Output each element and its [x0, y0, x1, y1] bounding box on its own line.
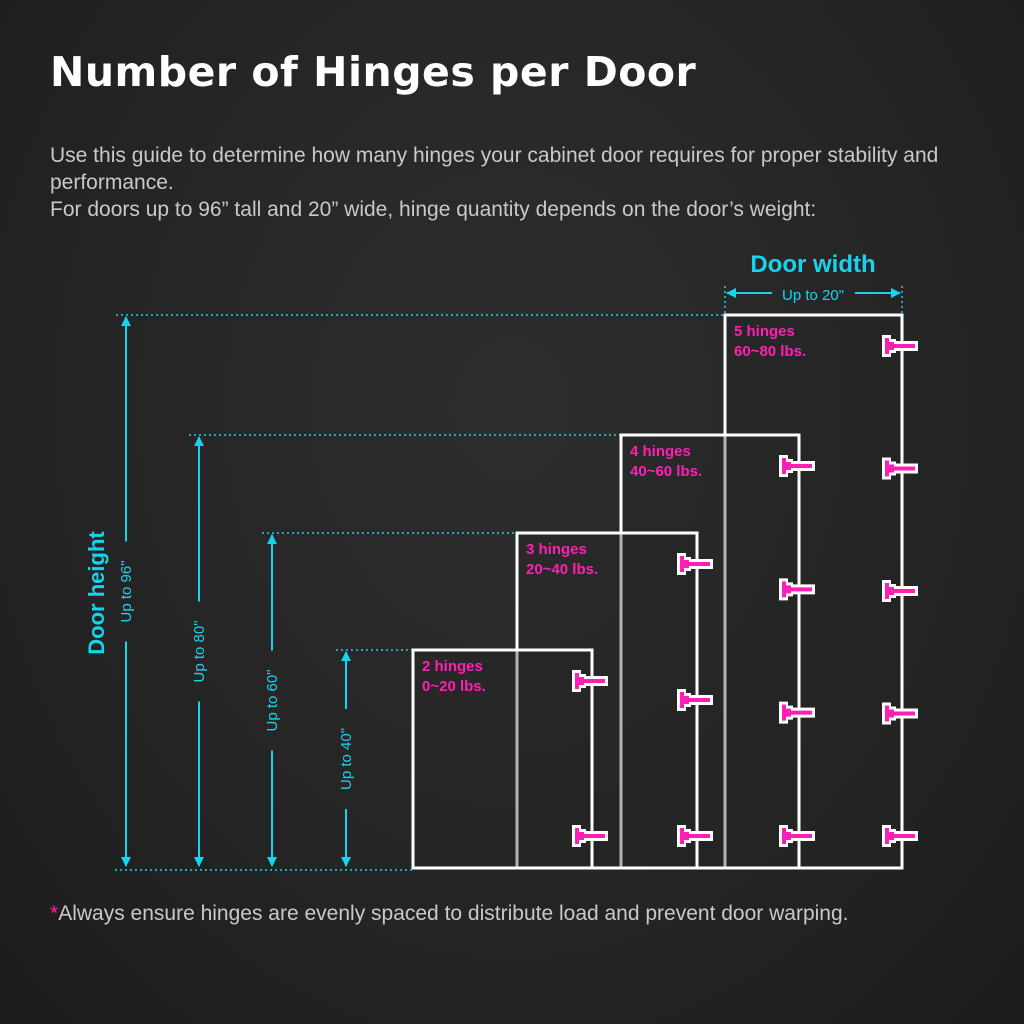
door-height-label: Door height — [84, 531, 109, 655]
door-hinge-count: 5 hinges — [734, 323, 795, 340]
hinge-icon — [882, 457, 918, 480]
hinge-icon — [677, 689, 713, 711]
hinge-icon — [882, 335, 918, 357]
hinge-icon — [572, 825, 608, 847]
intro-line-2: For doors up to 96” tall and 20” wide, h… — [50, 198, 817, 221]
door-outline — [619, 433, 801, 870]
hinge-icon — [572, 670, 608, 692]
hinge-icon — [677, 825, 713, 847]
door-height-value: Up to 40" — [338, 728, 355, 790]
hinge-icon — [677, 553, 713, 575]
hinge-icon — [779, 455, 815, 477]
door-hinge-count: 3 hinges — [526, 541, 587, 558]
door-weight-range: 40~60 lbs. — [630, 463, 702, 480]
footnote-asterisk: * — [50, 902, 59, 925]
door-weight-range: 20~40 lbs. — [526, 561, 598, 578]
footnote: *Always ensure hinges are evenly spaced … — [50, 902, 849, 926]
hinge-icon — [779, 701, 815, 724]
hinge-icon — [882, 580, 918, 602]
hinge-icon — [882, 702, 918, 725]
door-hinge-count: 4 hinges — [630, 443, 691, 460]
intro-text: Use this guide to determine how many hin… — [50, 142, 990, 223]
door-height-value: Up to 80" — [191, 620, 208, 682]
door-hinge-count: 2 hinges — [422, 658, 483, 675]
door-weight-range: 60~80 lbs. — [734, 343, 806, 360]
intro-line-1: Use this guide to determine how many hin… — [50, 144, 939, 194]
door-outline — [515, 531, 699, 870]
door-width-value: Up to 20" — [782, 287, 844, 304]
page-title: Number of Hinges per Door — [50, 48, 697, 96]
hinge-icon — [882, 825, 918, 847]
footnote-text: Always ensure hinges are evenly spaced t… — [58, 902, 849, 925]
door-weight-range: 0~20 lbs. — [422, 678, 486, 695]
door-width-label: Door width — [750, 251, 875, 278]
hinge-icon — [779, 825, 815, 847]
hinge-icon — [779, 578, 815, 601]
door-outline — [411, 648, 594, 870]
door-height-value: Up to 60" — [264, 669, 281, 731]
door-height-value: Up to 96" — [118, 560, 135, 622]
